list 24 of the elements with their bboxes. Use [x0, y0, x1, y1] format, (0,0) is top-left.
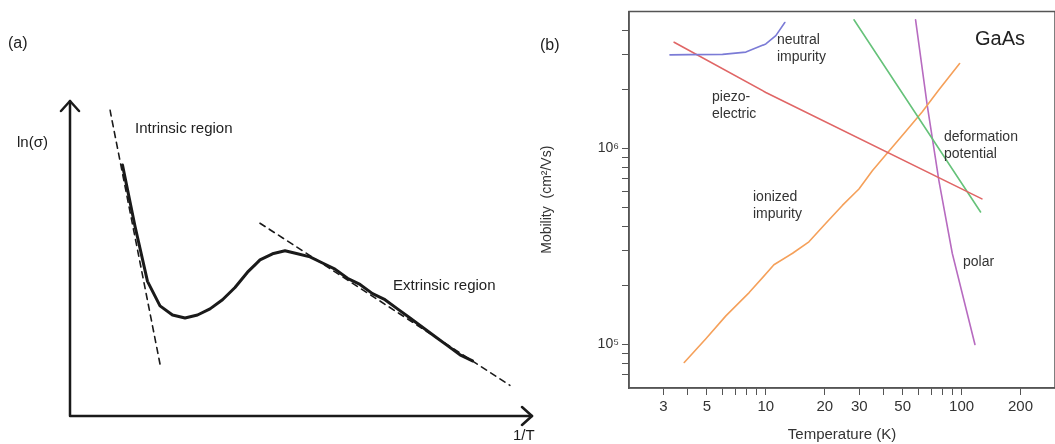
text: (b) — [540, 36, 560, 53]
x-tick-label: 5 — [702, 397, 712, 415]
x-tick-label: 3 — [659, 397, 668, 415]
x-tick-label: 30 — [850, 397, 868, 415]
x-tick-label: 10 — [757, 397, 775, 415]
y-axis-title: Mobility (cm²/Vs) — [538, 145, 555, 254]
annotation: Intrinsic region — [135, 119, 233, 136]
series-label: deformation potential — [944, 127, 1018, 161]
text: (a) — [8, 34, 28, 51]
x-tick-label: 50 — [894, 397, 912, 415]
y-tick-label: 10⁵ — [597, 335, 619, 352]
x-axis-title: 1/T — [513, 426, 535, 443]
annotation: Extrinsic region — [393, 276, 496, 293]
x-axis-title: Temperature (K) — [787, 425, 897, 443]
y-tick-label: 10⁶ — [597, 139, 619, 156]
series-label: polar — [963, 252, 995, 269]
series-label: ionized impurity — [753, 187, 803, 221]
series-label: piezo- electric — [712, 87, 757, 121]
x-tick-label: 20 — [816, 397, 834, 415]
annotation: GaAs — [975, 27, 1026, 49]
x-tick-label: 100 — [949, 397, 975, 415]
y-axis-title: ln(σ) — [17, 133, 48, 150]
series-label: neutral impurity — [777, 30, 827, 64]
x-tick-label: 200 — [1008, 397, 1034, 415]
